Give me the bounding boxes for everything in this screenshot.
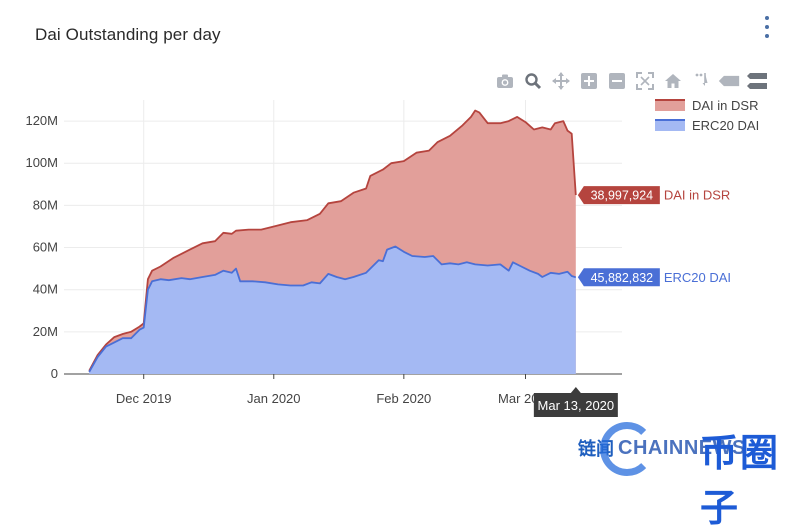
x-tick-label: Feb 2020 (376, 391, 431, 406)
plot-areas[interactable] (88, 109, 577, 375)
watermark: 链闻 CHAINNEWS 币圈子 (578, 420, 798, 530)
hover-value-box (577, 186, 660, 205)
zoom-out-icon[interactable] (606, 70, 628, 92)
hover-series-name: DAI in DSR (664, 188, 730, 203)
hover-value-text: 38,997,924 (591, 189, 654, 203)
watermark-logo-icon (600, 422, 654, 476)
y-tick-label: 60M (33, 240, 58, 255)
legend-label: DAI in DSR (692, 98, 758, 113)
hover-compare-icon[interactable] (746, 70, 768, 92)
area-erc20-dai[interactable] (89, 246, 576, 375)
plot-modebar (494, 70, 768, 92)
area-chart[interactable]: 0 20M 40M 60M 80M 100M 120M Dec 2019 Jan 2020 Fe… (0, 0, 800, 480)
y-tick-label: 20M (33, 324, 58, 339)
hover-layer: 38,997,924 DAI in DSR 45,882,832 ERC20 DAI M… (533, 186, 731, 417)
spike-lines-icon[interactable] (690, 70, 712, 92)
hover-series-name: ERC20 DAI (664, 270, 731, 285)
legend[interactable]: DAI in DSR ERC20 DAI (655, 98, 759, 133)
line-dai-in-dsr[interactable] (88, 109, 577, 372)
y-tick-label: 0 (51, 366, 58, 381)
autoscale-icon[interactable] (634, 70, 656, 92)
pan-icon[interactable] (550, 70, 572, 92)
legend-swatch-fill (655, 100, 685, 111)
hover-label-dai-in-dsr: 38,997,924 DAI in DSR (577, 186, 730, 205)
x-tick-label: Jan 2020 (247, 391, 301, 406)
y-tick-label: 80M (33, 197, 58, 212)
camera-icon[interactable] (494, 70, 516, 92)
more-options-icon[interactable] (762, 16, 772, 38)
reset-axes-icon[interactable] (662, 70, 684, 92)
y-tick-label: 100M (25, 155, 58, 170)
hover-value-text: 45,882,832 (591, 271, 654, 285)
zoom-icon[interactable] (522, 70, 544, 92)
legend-swatch-fill (655, 120, 685, 131)
x-axis: Dec 2019 Jan 2020 Feb 2020 Mar 2020 (116, 374, 553, 406)
watermark-right-text: 币圈子 (700, 431, 781, 530)
hover-date-text: Mar 13, 2020 (538, 398, 615, 413)
y-tick-label: 120M (25, 113, 58, 128)
hover-closest-icon[interactable] (718, 70, 740, 92)
legend-item-erc20-dai[interactable]: ERC20 DAI (655, 118, 759, 133)
hover-label-erc20-dai: 45,882,832 ERC20 DAI (577, 268, 731, 287)
zoom-in-icon[interactable] (578, 70, 600, 92)
y-tick-label: 40M (33, 282, 58, 297)
y-axis: 0 20M 40M 60M 80M 100M 120M (25, 113, 58, 381)
hover-value-box (577, 268, 660, 287)
legend-label: ERC20 DAI (692, 118, 759, 133)
x-tick-label: Dec 2019 (116, 391, 172, 406)
legend-item-dai-in-dsr[interactable]: DAI in DSR (655, 98, 758, 113)
hover-date-background (533, 387, 618, 417)
hover-date-box: Mar 13, 2020 (533, 387, 618, 417)
chart-title: Dai Outstanding per day (35, 25, 221, 44)
line-erc20-dai[interactable] (88, 245, 577, 373)
